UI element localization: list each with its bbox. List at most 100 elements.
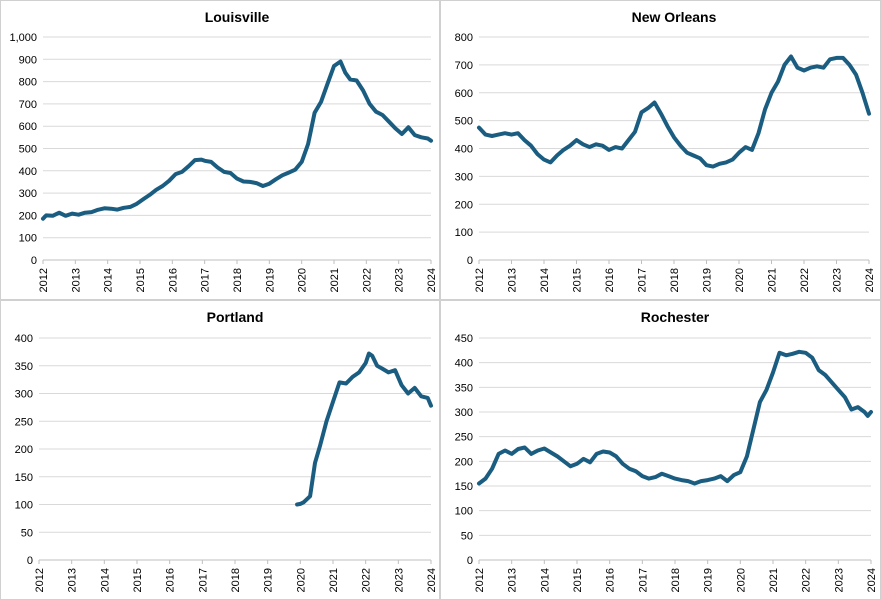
y-tick-label: 600 (455, 88, 473, 100)
x-tick-label: 2019 (702, 268, 714, 292)
x-tick-label: 2017 (637, 568, 649, 592)
chart-panel-louisville: Louisville 0 100 200 300 400 500 600 700 800 900 1,… (0, 0, 440, 300)
y-tick-label: 50 (461, 530, 473, 542)
y-tick-label: 800 (455, 32, 473, 44)
x-tick-label: 2018 (230, 568, 242, 592)
x-tick-label: 2022 (801, 568, 813, 592)
y-tick-label: 150 (15, 472, 33, 484)
series-line (477, 54, 871, 169)
x-tick-label: 2013 (507, 268, 519, 292)
x-tick-label: 2012 (474, 568, 486, 592)
y-tick-label: 250 (15, 416, 33, 428)
y-tick-label: 250 (455, 432, 473, 444)
chart-panel-rochester: Rochester 0 50 100 150 200 250 300 350 400 450 2012… (440, 300, 881, 600)
series-line (295, 351, 433, 507)
x-tick-label: 2015 (572, 268, 584, 292)
x-tick-label: 2019 (263, 568, 275, 592)
y-tick-label: 50 (21, 527, 33, 539)
y-tick-label: 200 (455, 199, 473, 211)
y-tick-label: 900 (19, 54, 37, 66)
y-tick-label: 400 (19, 166, 37, 178)
x-tick-label: 2017 (200, 268, 212, 292)
y-tick-label: 150 (455, 481, 473, 493)
x-tick-label: 2015 (572, 568, 584, 592)
x-tick-label: 2013 (67, 568, 79, 592)
x-tick-label: 2018 (232, 268, 244, 292)
x-tick-label: 2023 (393, 568, 405, 592)
x-tick-label: 2013 (70, 268, 82, 292)
x-tick-label: 2016 (165, 568, 177, 592)
y-tick-label: 300 (15, 389, 33, 401)
y-tick-label: 300 (455, 171, 473, 183)
y-tick-label: 0 (467, 555, 473, 567)
y-tick-label: 300 (19, 188, 37, 200)
y-tick-label: 100 (15, 500, 33, 512)
y-tick-label: 800 (19, 77, 37, 89)
chart-panel-new-orleans: New Orleans 0 100 200 300 400 500 600 700 800 2012… (440, 0, 881, 300)
chart-svg: New Orleans 0 100 200 300 400 500 600 700 800 2012… (455, 9, 876, 292)
x-tick-label: 2024 (866, 568, 878, 592)
y-tick-label: 500 (455, 116, 473, 128)
x-tick-label: 2015 (135, 268, 147, 292)
y-tick-label: 400 (15, 333, 33, 345)
y-tick-label: 200 (15, 444, 33, 456)
x-tick-label: 2018 (669, 268, 681, 292)
x-tick-label: 2022 (361, 568, 373, 592)
x-tick-label: 2023 (832, 268, 844, 292)
x-tick-label: 2016 (605, 568, 617, 592)
chart-panel-portland: Portland 0 50 100 150 200 250 300 350 400 2012 2013… (0, 300, 440, 600)
y-tick-label: 0 (27, 555, 33, 567)
x-tick-label: 2014 (539, 568, 551, 592)
x-tick-label: 2018 (670, 568, 682, 592)
x-tick-label: 2024 (426, 568, 438, 592)
x-tick-label: 2012 (38, 268, 50, 292)
x-tick-label: 2014 (103, 268, 115, 292)
y-tick-label: 700 (455, 60, 473, 72)
x-tick-label: 2012 (474, 268, 486, 292)
x-tick-label: 2024 (864, 268, 876, 292)
x-tick-label: 2023 (394, 268, 406, 292)
y-tick-label: 300 (455, 407, 473, 419)
x-tick-label: 2013 (507, 568, 519, 592)
x-tick-label: 2020 (734, 268, 746, 292)
y-tick-label: 400 (455, 144, 473, 156)
x-tick-label: 2021 (329, 268, 341, 292)
x-tick-label: 2017 (197, 568, 209, 592)
x-tick-label: 2022 (799, 268, 811, 292)
x-tick-label: 2021 (768, 568, 780, 592)
chart-title: Rochester (641, 309, 710, 325)
x-tick-label: 2014 (99, 568, 111, 592)
chart-svg: Portland 0 50 100 150 200 250 300 350 400 2012 2013… (15, 309, 438, 592)
y-tick-label: 100 (19, 233, 37, 245)
x-tick-label: 2017 (637, 268, 649, 292)
x-tick-label: 2020 (297, 268, 309, 292)
x-tick-label: 2012 (34, 568, 46, 592)
x-tick-label: 2021 (328, 568, 340, 592)
series-line (477, 349, 873, 486)
x-tick-label: 2023 (833, 568, 845, 592)
y-tick-label: 600 (19, 121, 37, 133)
y-tick-label: 100 (455, 506, 473, 518)
x-tick-label: 2020 (295, 568, 307, 592)
x-tick-label: 2015 (132, 568, 144, 592)
y-tick-label: 0 (467, 255, 473, 267)
chart-title: New Orleans (632, 9, 717, 25)
y-tick-label: 350 (455, 382, 473, 394)
chart-svg: Louisville 0 100 200 300 400 500 600 700 800 900 1,… (9, 9, 438, 292)
y-tick-label: 400 (455, 358, 473, 370)
chart-title: Louisville (205, 9, 270, 25)
chart-title: Portland (207, 309, 264, 325)
series-line (41, 59, 433, 221)
y-tick-label: 1,000 (9, 32, 37, 44)
y-tick-label: 200 (455, 456, 473, 468)
chart-svg: Rochester 0 50 100 150 200 250 300 350 400 450 2012… (455, 309, 878, 592)
x-tick-label: 2016 (604, 268, 616, 292)
y-tick-label: 200 (19, 210, 37, 222)
x-tick-label: 2022 (361, 268, 373, 292)
x-tick-label: 2021 (767, 268, 779, 292)
y-tick-label: 500 (19, 144, 37, 156)
x-tick-label: 2014 (539, 268, 551, 292)
x-tick-label: 2024 (426, 268, 438, 292)
y-tick-label: 450 (455, 333, 473, 345)
y-tick-label: 350 (15, 361, 33, 373)
